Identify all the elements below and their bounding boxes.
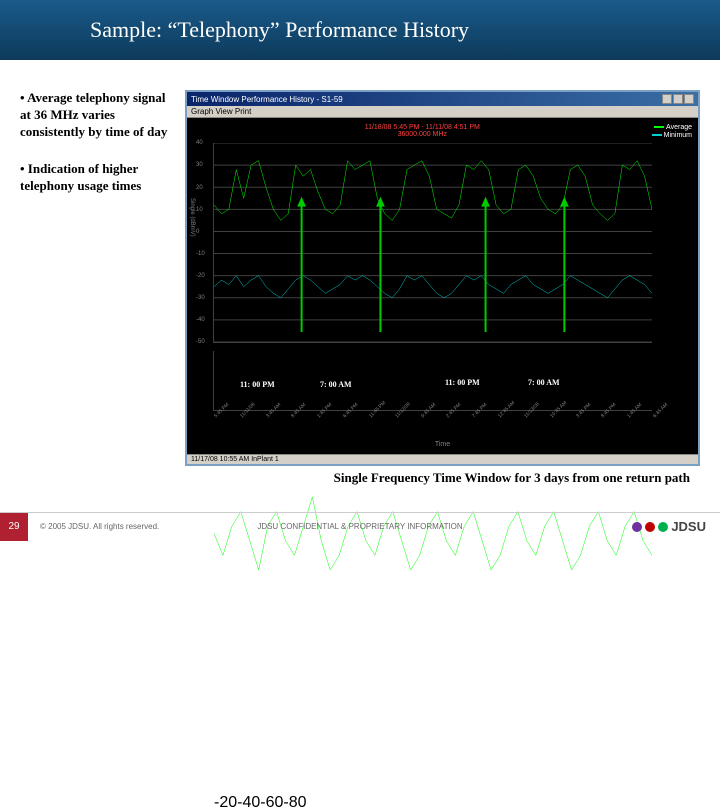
y-tick-label: 20 — [196, 185, 203, 191]
chart-timestamp: 11/18/08 5:45 PM - 11/11/08 4:51 PM — [193, 124, 652, 131]
chart-header: Single (dBmV) 11/18/08 5:45 PM - 11/11/0… — [193, 124, 692, 139]
y-tick-label: 30 — [196, 162, 203, 168]
y-tick-label: -40 — [237, 794, 260, 811]
y-tick-label: -80 — [283, 794, 306, 811]
bullet-column: • Average telephony signal at 36 MHz var… — [20, 90, 175, 466]
time-annotation: 7: 00 AM — [320, 380, 352, 389]
y-tick-label: -60 — [260, 794, 283, 811]
main-plot-svg — [214, 143, 652, 342]
logo-dot-3 — [658, 522, 668, 532]
minimize-icon[interactable] — [662, 94, 672, 104]
main-plot: 403020100-10-20-30-40-50 — [213, 143, 652, 343]
page-number: 29 — [0, 513, 28, 541]
y-tick-label: 0 — [196, 229, 199, 235]
chart-window: Time Window Performance History - S1-59 … — [185, 90, 700, 466]
y-tick-label: -50 — [196, 339, 205, 345]
copyright-text: © 2005 JDSU. All rights reserved. — [40, 522, 159, 531]
chart-titlebar: Time Window Performance History - S1-59 — [187, 92, 698, 106]
y-tick-label: -40 — [196, 317, 205, 323]
logo-dot-2 — [645, 522, 655, 532]
chart-body: Single (dBmV) 11/18/08 5:45 PM - 11/11/0… — [187, 118, 698, 454]
y-tick-label: -20 — [214, 794, 237, 811]
confidential-text: JDSU CONFIDENTIAL & PROPRIETARY INFORMAT… — [257, 522, 462, 531]
time-annotation: 7: 00 AM — [528, 378, 560, 387]
time-annotation: 11: 00 PM — [445, 378, 480, 387]
content-row: • Average telephony signal at 36 MHz var… — [0, 60, 720, 466]
chart-frequency: 36000.000 MHz — [193, 131, 652, 138]
x-ticks: 5:45 PM11/11/083:45 AM8:45 AM1:45 PM6:45… — [213, 415, 652, 427]
legend-average: Average — [652, 124, 692, 132]
slide-footer: 29 © 2005 JDSU. All rights reserved. JDS… — [0, 512, 720, 540]
logo-text: JDSU — [671, 519, 706, 534]
legend-minimum: Minimum — [652, 132, 692, 140]
slide-title: Sample: “Telephony” Performance History — [90, 17, 469, 43]
y-tick-label: 40 — [196, 140, 203, 146]
logo-dot-1 — [632, 522, 642, 532]
jdsu-logo: JDSU — [632, 519, 706, 534]
window-buttons — [662, 94, 694, 104]
maximize-icon[interactable] — [673, 94, 683, 104]
slide-header: Sample: “Telephony” Performance History — [0, 0, 720, 60]
time-annotation: 11: 00 PM — [240, 380, 275, 389]
chart-legend: Average Minimum — [652, 124, 692, 139]
y-tick-label: -20 — [196, 273, 205, 279]
y-tick-label: -30 — [196, 295, 205, 301]
bullet-2: • Indication of higher telephony usage t… — [20, 161, 175, 195]
y-axis-label: Single (dBmV) — [189, 198, 195, 237]
y-tick-label: -10 — [196, 251, 205, 257]
bullet-1: • Average telephony signal at 36 MHz var… — [20, 90, 175, 141]
close-icon[interactable] — [684, 94, 694, 104]
chart-window-title: Time Window Performance History - S1-59 — [191, 95, 343, 104]
chart-menu[interactable]: Graph View Print — [187, 106, 698, 118]
x-tick-label: 6:45 AM — [652, 402, 669, 419]
y-tick-label: 10 — [196, 207, 203, 213]
